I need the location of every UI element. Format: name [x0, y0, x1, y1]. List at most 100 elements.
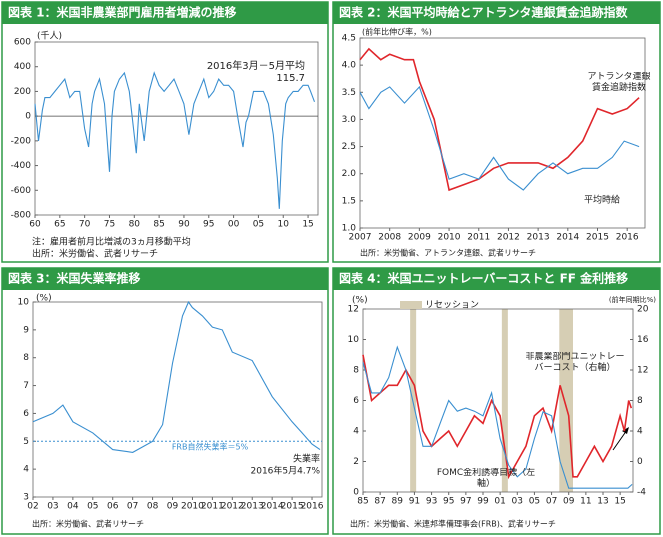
y-tick-label: 0 — [353, 488, 359, 498]
y-tick-label: 3.0 — [342, 115, 357, 125]
x-tick-label: 05 — [87, 502, 98, 512]
y-tick-label: 600 — [14, 38, 31, 48]
panel-title: 図表 1：米国非農業部門雇用者増減の推移 — [8, 5, 237, 20]
x-tick-label: 2012 — [221, 502, 244, 512]
annotation: 出所：米労働省、武者リサーチ — [32, 248, 158, 260]
x-tick-label: 02 — [27, 502, 38, 512]
series-line — [359, 85, 640, 191]
y-tick-label: 8 — [23, 353, 29, 363]
x-tick-label: 13 — [597, 497, 608, 507]
y-tick-label: 3.5 — [342, 88, 356, 98]
x-tick-label: 70 — [79, 220, 91, 230]
annotation: (前年比伸び率，%) — [362, 27, 432, 37]
x-tick-label: 2016 — [616, 233, 639, 243]
x-tick-label: 80 — [129, 220, 141, 230]
label-box: FOMC金利誘導目標（左軸） — [437, 468, 535, 489]
annotation: 2016年5月4.7% — [251, 465, 321, 477]
x-tick-label: 2011 — [467, 233, 490, 243]
label-box: 非農業部門ユニットレーバーコスト（右軸） — [525, 352, 625, 373]
y-tick-label: -800 — [11, 211, 32, 221]
y-tick-label: 8 — [353, 366, 359, 376]
x-tick-label: 11 — [580, 497, 591, 507]
x-tick-label: 2014 — [556, 233, 579, 243]
y-tick-label: 6 — [353, 396, 359, 406]
label-box: アトランタ連銀賃金追跡指数 — [587, 72, 650, 93]
x-tick-label: 09 — [167, 502, 179, 512]
y-tick-label: 0 — [25, 112, 31, 122]
annotation: 2016年3月－5月平均 — [207, 59, 305, 72]
y-tick-label: 4.0 — [342, 61, 357, 71]
annotation: 115.7 — [276, 73, 305, 84]
x-tick-label: 2015 — [586, 233, 609, 243]
legend-swatch — [400, 301, 422, 309]
x-tick-label: 09 — [563, 497, 575, 507]
x-tick-label: 90 — [178, 220, 190, 230]
plot-frame — [34, 41, 319, 216]
arrow — [612, 429, 628, 451]
y-tick-label: 2.5 — [342, 142, 356, 152]
x-tick-label: 2014 — [261, 502, 284, 512]
y-tick-label: 1.0 — [342, 224, 357, 234]
y-tick-label: 4.5 — [342, 34, 356, 44]
plot-frame — [362, 308, 634, 493]
panel-title: 図表 3：米国失業率推移 — [8, 271, 141, 286]
x-tick-label: 04 — [67, 502, 79, 512]
annotation: (%) — [352, 296, 368, 306]
x-tick-label: 91 — [409, 497, 420, 507]
x-tick-label: 95 — [443, 497, 454, 507]
y-tick-label: 200 — [14, 87, 31, 97]
y-tick-label: 5 — [23, 437, 29, 447]
y-tick-label: -200 — [11, 136, 32, 146]
x-tick-label: 2012 — [497, 233, 520, 243]
x-tick-label: 06 — [107, 502, 119, 512]
annotation: (千人) — [37, 31, 62, 42]
x-tick-label: 00 — [228, 220, 240, 230]
x-tick-label: 2015 — [281, 502, 304, 512]
series-label: 非農業部門ユニットレーバーコスト（右軸） — [525, 352, 625, 373]
x-tick-label: 05 — [529, 497, 540, 507]
plot-frame — [359, 37, 646, 229]
y2-tick-label: -4 — [637, 488, 646, 498]
x-tick-label: 03 — [512, 497, 523, 507]
x-tick-label: 01 — [494, 497, 505, 507]
panel-title: 図表 4：米国ユニットレーバーコストと FF 金利推移 — [339, 271, 628, 286]
series-line — [362, 354, 633, 480]
y-tick-label: 12 — [348, 305, 359, 315]
recession-band — [559, 309, 573, 492]
x-tick-label: 2013 — [527, 233, 550, 243]
x-tick-label: 03 — [47, 502, 58, 512]
x-tick-label: 05 — [253, 220, 264, 230]
y-tick-label: 400 — [14, 62, 31, 72]
y2-tick-label: 12 — [637, 366, 648, 376]
x-tick-label: 2008 — [378, 233, 401, 243]
y2-tick-label: 4 — [637, 427, 643, 437]
y-tick-label: 10 — [18, 298, 30, 308]
y-tick-label: 2.0 — [342, 169, 357, 179]
x-tick-label: 2016 — [301, 502, 324, 512]
x-tick-label: 15 — [302, 220, 313, 230]
x-tick-label: 2010 — [438, 233, 461, 243]
x-tick-label: 10 — [278, 220, 290, 230]
y2-tick-label: 20 — [637, 305, 649, 315]
header-bars — [2, 2, 660, 290]
annotation: 平均時給 — [584, 194, 620, 206]
y-tick-label: 3 — [23, 493, 29, 503]
x-tick-label: 2009 — [408, 233, 431, 243]
x-tick-label: 2013 — [241, 502, 264, 512]
x-tick-label: 07 — [127, 502, 138, 512]
x-tick-label: 15 — [614, 497, 625, 507]
y-tick-label: 1.5 — [342, 196, 356, 206]
y-tick-label: 4 — [353, 427, 359, 437]
y-tick-label: 7 — [23, 381, 29, 391]
annotation: 出所：米労働省、米連邦準備理事会(FRB)、武者リサーチ — [350, 519, 556, 529]
recession-band — [501, 309, 508, 492]
x-tick-label: 99 — [477, 497, 489, 507]
x-tick-label: 2010 — [181, 502, 204, 512]
annotation: FRB自然失業率＝5% — [172, 442, 249, 452]
y2-tick-label: 0 — [637, 457, 643, 467]
y-tick-label: 4 — [23, 465, 29, 475]
y-tick-label: 10 — [348, 335, 360, 345]
annotation: 出所：米労働省、武者リサーチ — [32, 519, 144, 529]
